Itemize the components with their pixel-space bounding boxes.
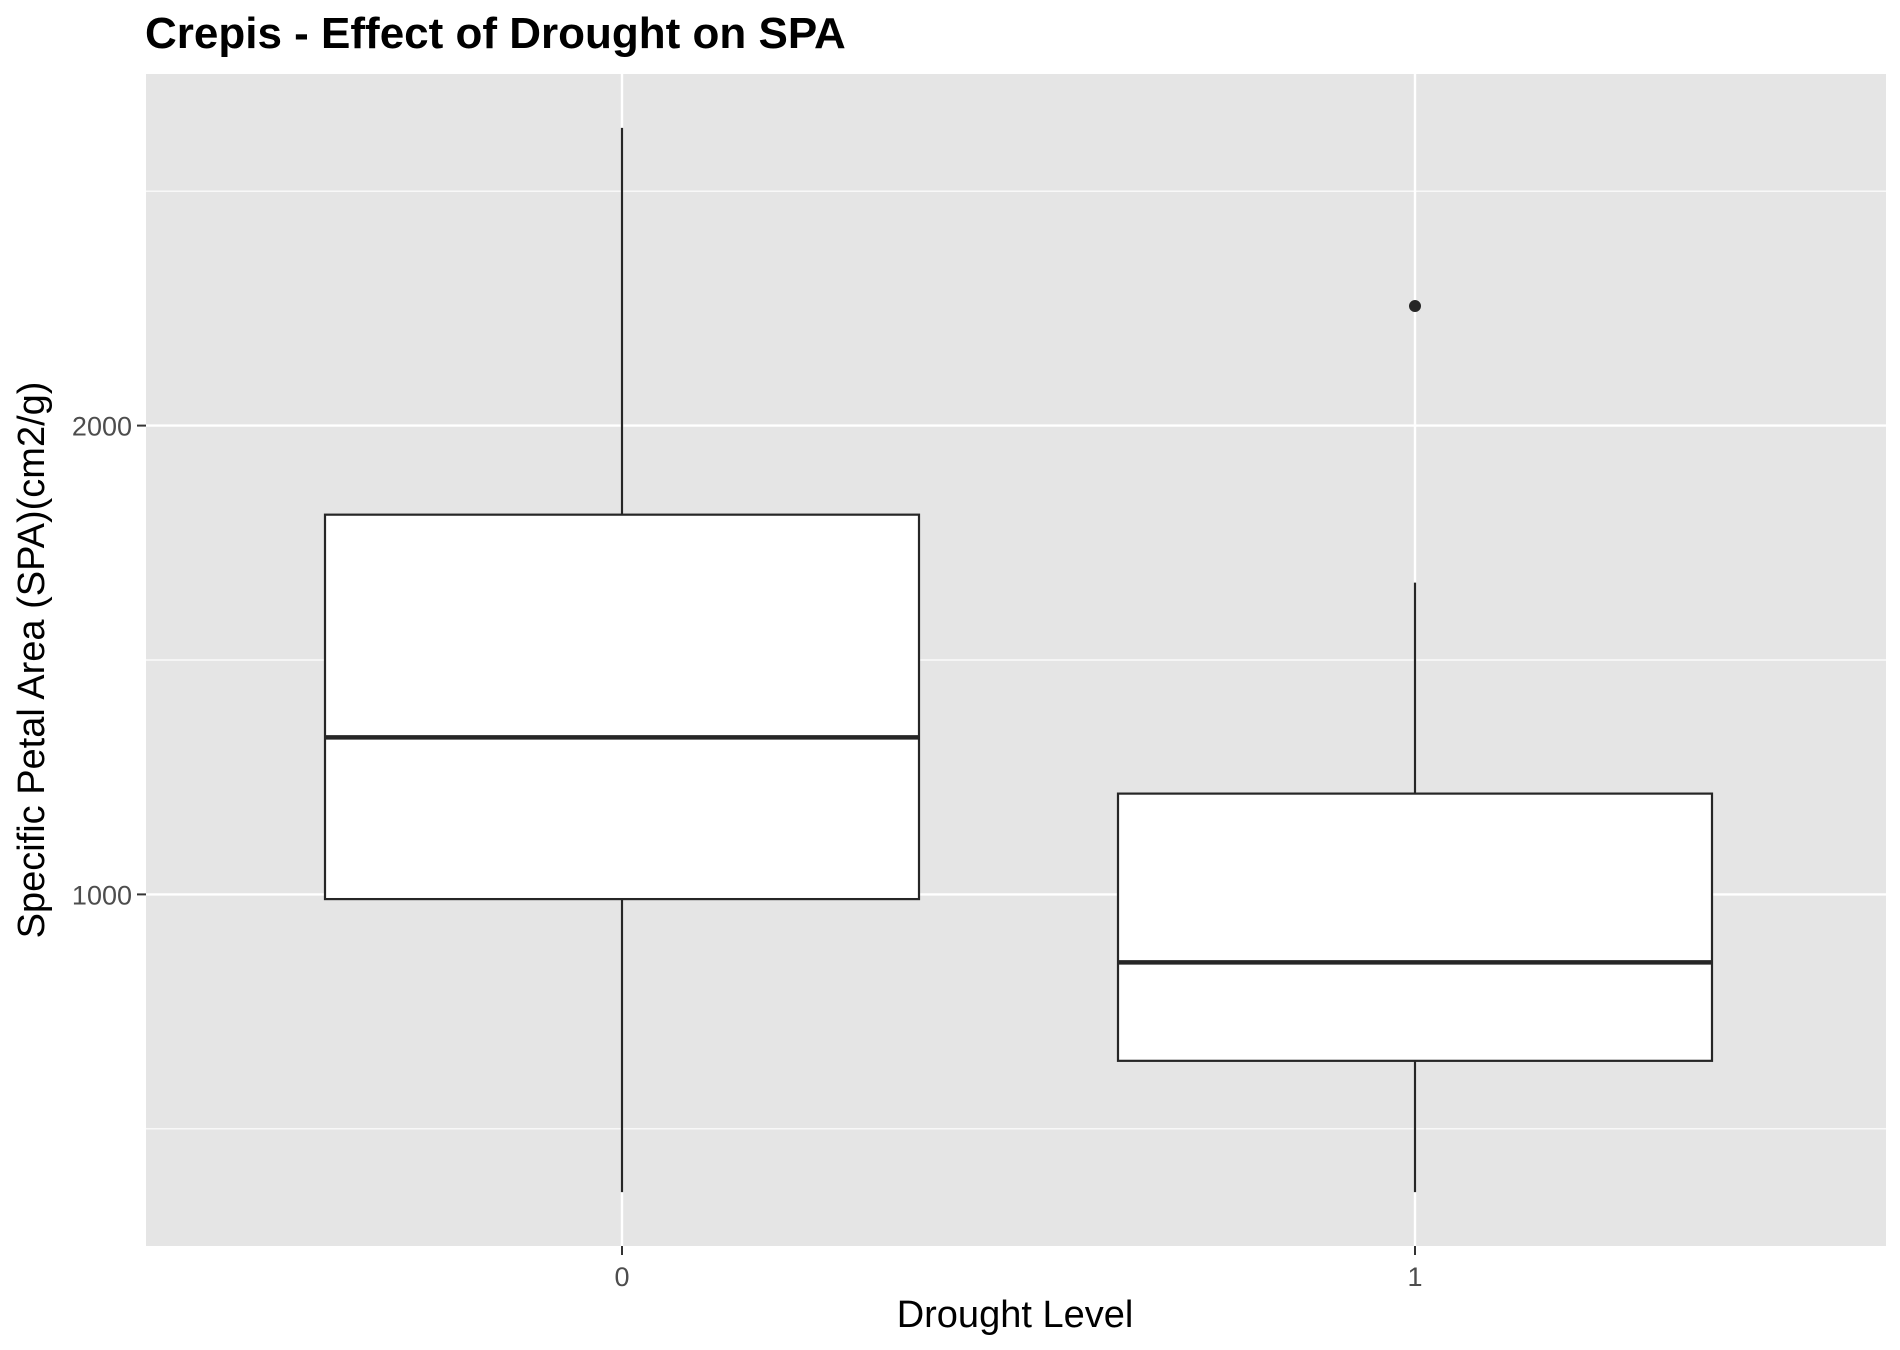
box-iqr	[1116, 792, 1714, 1062]
box-group-1	[1116, 300, 1714, 1193]
x-tick-label: 1	[1407, 1262, 1422, 1292]
x-axis-title: Drought Level	[897, 1294, 1134, 1336]
outlier-point	[1409, 300, 1421, 313]
x-tick-label: 0	[614, 1262, 629, 1292]
y-axis-title: Specific Petal Area (SPA)(cm2/g)	[11, 382, 53, 939]
boxes-layer	[323, 127, 1714, 1193]
chart-title: Crepis - Effect of Drought on SPA	[145, 9, 846, 58]
y-tick-label: 1000	[72, 880, 132, 910]
box-iqr	[323, 513, 921, 901]
y-axis: 1000 2000	[72, 412, 146, 910]
y-tick-label: 2000	[72, 412, 132, 442]
box-group-0	[323, 127, 921, 1193]
